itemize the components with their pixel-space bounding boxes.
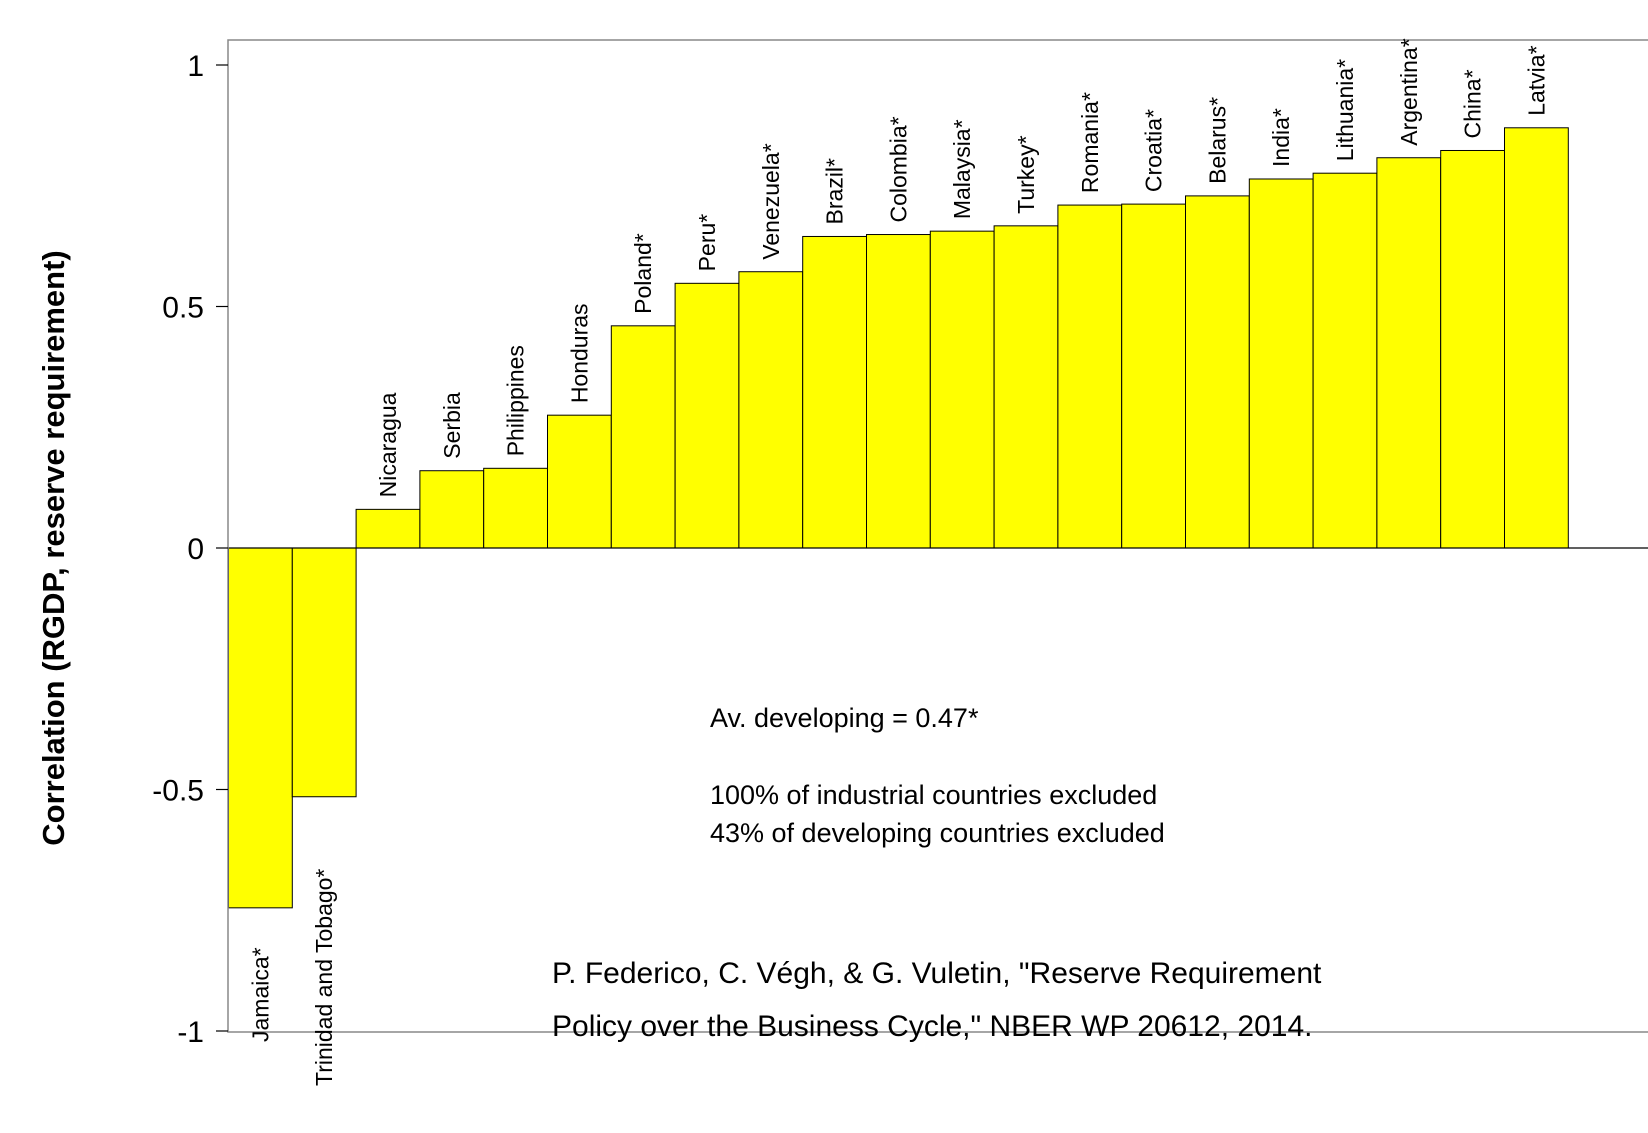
bar-label-1: Jamaica*: [247, 947, 273, 1042]
bars-layer: [228, 127, 1569, 909]
bar-label-11: Colombia*: [885, 116, 911, 222]
y-axis-label: Correlation (RGDP, reserve requirement): [36, 250, 71, 846]
bar-19: [1376, 157, 1442, 549]
bar-label-18: Lithuania*: [1332, 59, 1358, 161]
bar-6: [547, 414, 612, 549]
bar-20: [1440, 149, 1505, 549]
axes-layer: 1 0.5 0 -0.5 -1: [152, 39, 1648, 1049]
bar-7: [610, 325, 676, 549]
bar-label-13: Turkey*: [1013, 135, 1039, 213]
bar-4: [419, 470, 485, 549]
bar-1: [228, 547, 293, 909]
bar-label-4: Serbia: [439, 392, 465, 459]
bar-9: [738, 271, 804, 549]
bar-14: [1057, 204, 1123, 549]
bar-label-3: Nicaragua: [375, 392, 401, 497]
annotation-average: Av. developing = 0.47*: [710, 703, 979, 733]
citation-line-1: P. Federico, C. Végh, & G. Vuletin, "Res…: [552, 957, 1322, 990]
bar-16: [1185, 195, 1250, 549]
labels-layer: Jamaica* Trinidad and Tobago* Nicaragua Ser…: [247, 38, 1549, 1086]
annotation-developing-excluded: 43% of developing countries excluded: [710, 818, 1165, 848]
bar-label-19: Argentina*: [1396, 38, 1422, 145]
bar-2: [291, 547, 357, 798]
bar-3: [355, 508, 421, 549]
bar-label-14: Romania*: [1077, 92, 1103, 193]
bar-15: [1121, 203, 1186, 549]
bar-18: [1312, 172, 1378, 549]
annotation-industrial-excluded: 100% of industrial countries excluded: [710, 780, 1157, 810]
bar-label-8: Peru*: [694, 214, 720, 272]
bar-label-6: Honduras: [566, 303, 592, 403]
bar-5: [483, 467, 549, 549]
bar-21: [1504, 127, 1569, 549]
bar-label-21: Latvia*: [1523, 45, 1549, 115]
y-tick-label-5: -1: [177, 1016, 204, 1049]
bar-12: [929, 230, 995, 549]
plot-frame: [227, 39, 1648, 1033]
citation-line-2: Policy over the Business Cycle," NBER WP…: [552, 1010, 1312, 1043]
y-tick-label-2: 0.5: [162, 292, 204, 325]
bar-label-9: Venezuela*: [758, 143, 784, 259]
bar-label-15: Croatia*: [1141, 109, 1167, 192]
bar-label-10: Brazil*: [822, 158, 848, 225]
bar-label-2: Trinidad and Tobago*: [311, 869, 337, 1086]
bar-label-7: Poland*: [630, 233, 656, 314]
y-tick-label-4: -0.5: [152, 775, 204, 808]
bar-label-12: Malaysia*: [949, 119, 975, 219]
bar-13: [993, 225, 1059, 549]
bar-8: [674, 282, 740, 549]
bar-label-20: China*: [1460, 69, 1486, 138]
bar-label-16: Belarus*: [1204, 97, 1230, 184]
bar-11: [866, 234, 931, 549]
y-tick-label-3: 0: [187, 533, 204, 566]
bar-10: [802, 235, 868, 549]
y-tick-label-1: 1: [187, 50, 204, 83]
bar-label-5: Philippines: [503, 345, 529, 456]
bar-17: [1248, 178, 1314, 549]
bar-label-17: India*: [1268, 108, 1294, 167]
